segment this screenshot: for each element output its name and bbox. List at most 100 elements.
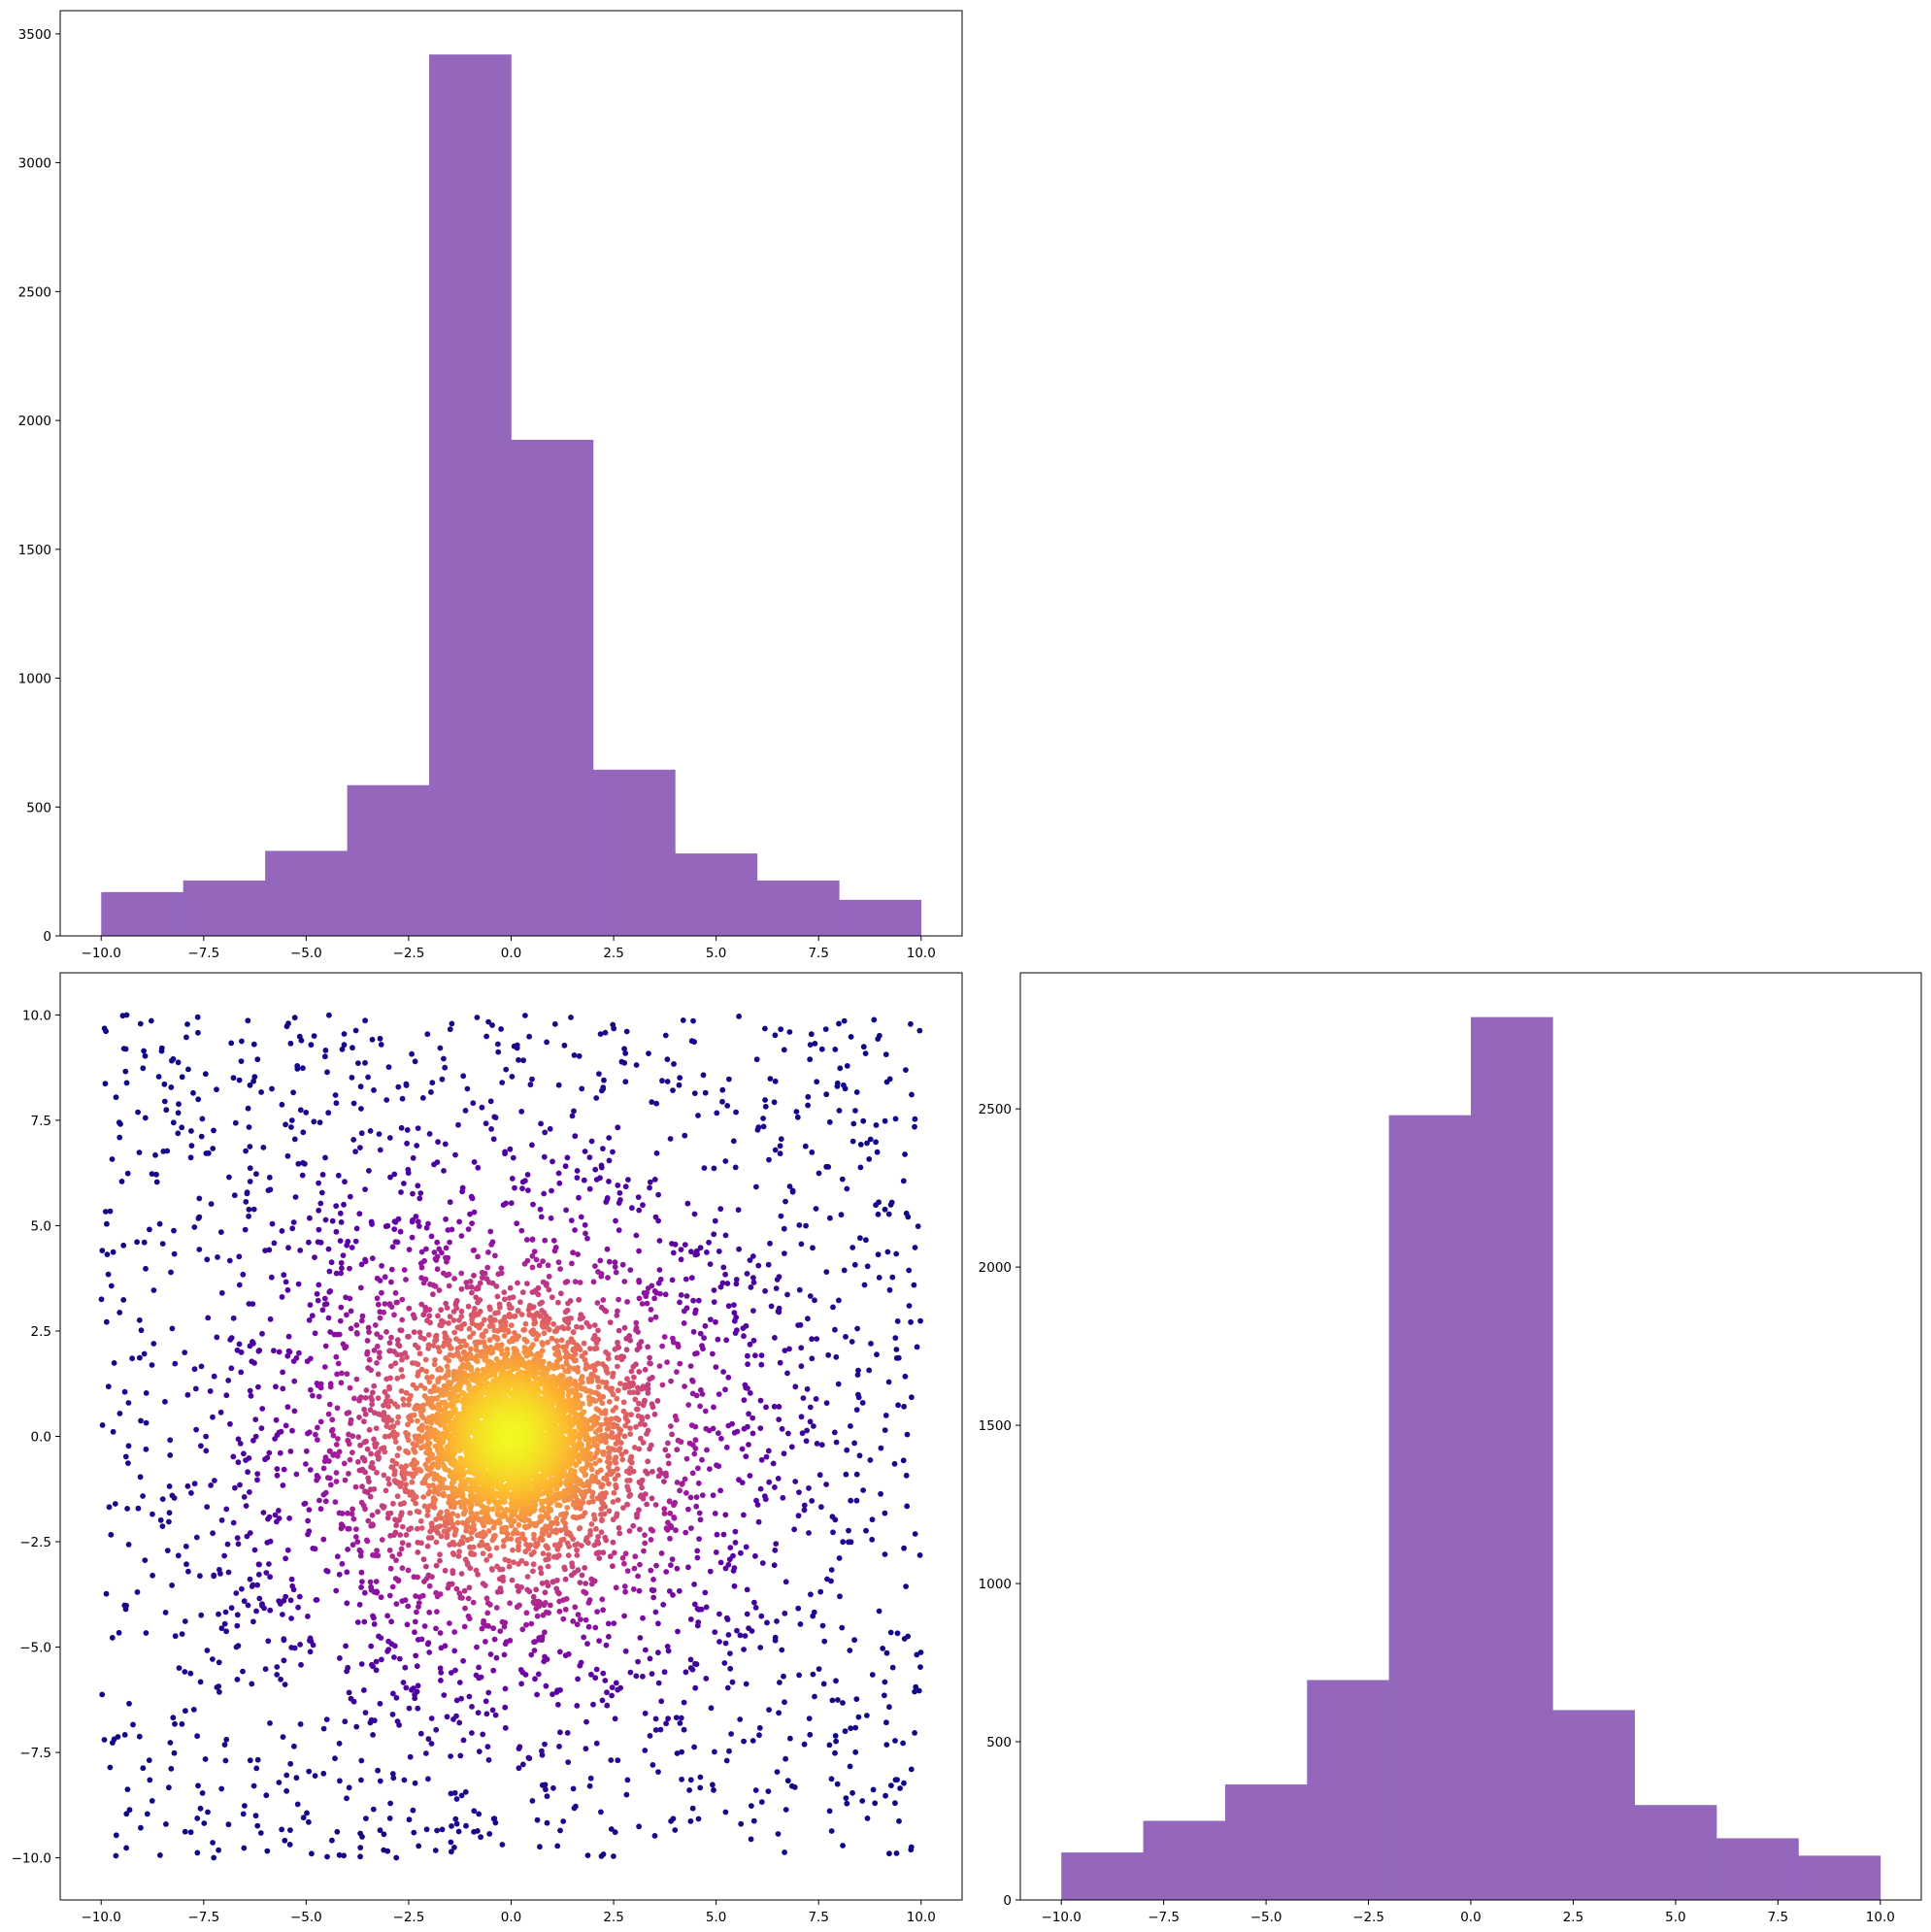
scatter-point — [468, 1283, 475, 1290]
scatter-point — [903, 1067, 909, 1073]
scatter-point — [848, 1725, 854, 1732]
scatter-point — [653, 1289, 660, 1296]
scatter-point — [763, 1453, 770, 1460]
scatter-point — [362, 1186, 368, 1192]
scatter-point — [224, 1541, 231, 1548]
scatter-point — [303, 1448, 310, 1454]
scatter-point — [350, 1542, 356, 1549]
scatter-point — [117, 1120, 123, 1127]
scatter-point — [221, 1742, 228, 1748]
scatter-point — [289, 1582, 296, 1589]
scatter-point — [336, 1740, 343, 1747]
scatter-point — [652, 1715, 659, 1722]
scatter-point — [508, 1322, 515, 1328]
scatter-point — [334, 1405, 341, 1412]
scatter-point — [438, 1533, 445, 1540]
scatter-point — [230, 1453, 237, 1460]
scatter-point — [125, 1542, 132, 1548]
scatter-point — [557, 1527, 564, 1534]
scatter-point — [648, 1307, 654, 1313]
scatter-point — [664, 1644, 671, 1649]
scatter-point — [375, 1395, 382, 1401]
scatter-point — [598, 1809, 604, 1815]
scatter-point — [714, 1462, 719, 1469]
scatter-point — [113, 1094, 119, 1101]
scatter-point — [727, 1545, 734, 1550]
scatter-point — [612, 1457, 617, 1464]
scatter-point — [369, 1221, 375, 1227]
scatter-point — [298, 1661, 304, 1668]
scatter-point — [466, 1325, 473, 1332]
scatter-point — [579, 1085, 585, 1092]
scatter-point — [236, 1341, 243, 1348]
scatter-point — [539, 1748, 545, 1754]
scatter-point — [222, 1757, 229, 1764]
scatter-point — [683, 1276, 689, 1282]
scatter-point — [399, 1523, 406, 1530]
scatter-point — [403, 1532, 410, 1538]
scatter-point — [849, 1339, 855, 1345]
scatter-point — [722, 1565, 729, 1572]
scatter-point — [490, 1136, 497, 1143]
scatter-point — [882, 1427, 888, 1433]
scatter-point — [405, 1449, 412, 1456]
scatter-point — [545, 1320, 550, 1326]
scatter-point — [690, 1328, 697, 1335]
scatter-point — [901, 1403, 907, 1410]
scatter-point — [650, 1577, 656, 1582]
scatter-point — [322, 1048, 329, 1053]
scatter-point — [624, 1568, 631, 1574]
scatter-point — [665, 1452, 672, 1459]
scatter-point — [593, 1550, 600, 1557]
scatter-point — [382, 1449, 388, 1455]
scatter-point — [892, 1777, 899, 1783]
scatter-point — [348, 1416, 354, 1423]
scatter-point — [852, 1724, 859, 1731]
scatter-point — [695, 1619, 702, 1625]
scatter-point — [670, 1249, 677, 1256]
scatter-point — [911, 1282, 917, 1288]
scatter-point — [875, 1211, 882, 1217]
scatter-point — [860, 1117, 867, 1124]
scatter-point — [896, 1817, 902, 1824]
scatter-point — [579, 1572, 585, 1579]
scatter-point — [597, 1438, 604, 1445]
scatter-point — [527, 1082, 534, 1088]
scatter-point — [892, 1800, 898, 1807]
scatter-point — [740, 1325, 747, 1331]
scatter-point — [615, 1339, 620, 1346]
scatter-point — [417, 1190, 424, 1196]
scatter-point — [538, 1120, 544, 1127]
scatter-point — [350, 1100, 357, 1107]
scatter-point — [599, 1596, 606, 1603]
scatter-point — [674, 1565, 681, 1572]
scatter-point — [194, 1014, 201, 1020]
scatter-point — [776, 1710, 782, 1716]
scatter-point — [821, 1638, 828, 1645]
scatter-point — [316, 1497, 322, 1504]
scatter-point — [587, 1527, 593, 1534]
scatter-point — [673, 1715, 680, 1721]
scatter-point — [908, 1318, 914, 1325]
scatter-point — [530, 1561, 537, 1567]
scatter-point — [473, 1343, 480, 1349]
scatter-point — [267, 1316, 274, 1322]
scatter-point — [489, 1022, 495, 1028]
scatter-point — [643, 1468, 649, 1475]
scatter-point — [483, 1595, 490, 1602]
scatter-point — [293, 1354, 300, 1361]
scatter-point — [426, 1649, 433, 1655]
scatter-point — [600, 1549, 607, 1556]
scatter-point — [565, 1319, 572, 1326]
scatter-point — [287, 1040, 294, 1047]
scatter-point — [842, 1085, 849, 1092]
scatter-point — [663, 1720, 669, 1727]
scatter-point — [183, 1543, 189, 1549]
scatter-point — [434, 1239, 441, 1246]
scatter-point — [286, 1842, 293, 1848]
scatter-point — [430, 1495, 437, 1501]
scatter-point — [639, 1484, 645, 1491]
scatter-point — [140, 1765, 147, 1772]
scatter-point — [484, 1505, 490, 1512]
scatter-point — [595, 1383, 602, 1390]
